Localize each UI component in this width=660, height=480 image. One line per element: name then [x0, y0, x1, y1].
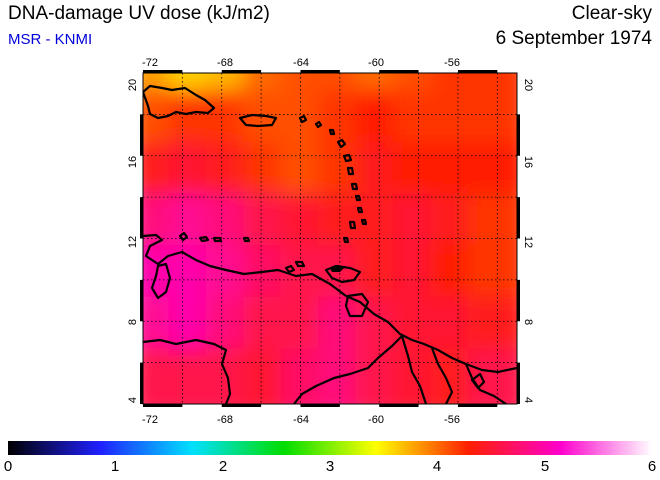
frame-bar [221, 70, 262, 73]
lat-tick-left: 4 [127, 396, 139, 404]
lon-tick-bottom: -72 [142, 414, 158, 426]
uv-dose-map [140, 70, 520, 407]
header-title: DNA-damage UV dose (kJ/m2) [8, 3, 270, 24]
frame-bar [140, 279, 143, 322]
colorbar-label: 3 [325, 458, 335, 475]
lat-tick-left: 16 [127, 155, 139, 169]
lon-tick-top: -64 [293, 57, 309, 69]
header-date: 6 September 1974 [495, 28, 652, 49]
frame-bar [143, 70, 183, 73]
lat-tick-right: 8 [522, 318, 534, 326]
lat-tick-right: 20 [522, 78, 534, 92]
frame-bar [140, 114, 143, 156]
frame-bar [517, 114, 520, 156]
lon-tick-top: -56 [444, 57, 460, 69]
frame-bar [457, 70, 498, 73]
frame-bar [379, 70, 419, 73]
frame-bar [140, 197, 143, 239]
colorbar-label: 2 [218, 458, 228, 475]
frame-bar [379, 404, 419, 407]
frame-bar [221, 404, 262, 407]
lat-tick-right: 4 [522, 396, 534, 404]
frame-bar [517, 279, 520, 322]
frame-bar [517, 362, 520, 404]
frame-bar [300, 70, 340, 73]
colorbar-label: 5 [540, 458, 550, 475]
frame-tick-bars [140, 70, 520, 407]
lon-tick-bottom: -64 [293, 414, 309, 426]
frame-bar [300, 404, 340, 407]
frame-bar [517, 197, 520, 239]
lat-tick-right: 12 [522, 235, 534, 249]
frame-bar [457, 404, 498, 407]
frame-bar [140, 362, 143, 404]
island-margarita [330, 265, 344, 272]
lon-tick-bottom: -68 [217, 414, 233, 426]
lon-tick-top: -68 [217, 57, 233, 69]
header-source: MSR - KNMI [8, 31, 93, 48]
lat-tick-right: 16 [522, 155, 534, 169]
colorbar-label: 6 [647, 458, 657, 475]
lat-tick-left: 12 [127, 235, 139, 249]
lon-tick-bottom: -56 [444, 414, 460, 426]
colorbar-label: 0 [3, 458, 13, 475]
frame-bar [143, 404, 183, 407]
lat-tick-left: 20 [127, 78, 139, 92]
lon-tick-top: -72 [142, 57, 158, 69]
header-sky: Clear-sky [571, 3, 652, 24]
colorbar-label: 4 [432, 458, 442, 475]
colorbar [8, 441, 652, 455]
colorbar-label: 1 [110, 458, 120, 475]
lat-tick-left: 8 [127, 318, 139, 326]
colorbar-gradient [8, 441, 652, 455]
coastlines [143, 84, 517, 404]
lon-tick-top: -60 [368, 57, 384, 69]
lon-tick-bottom: -60 [368, 414, 384, 426]
